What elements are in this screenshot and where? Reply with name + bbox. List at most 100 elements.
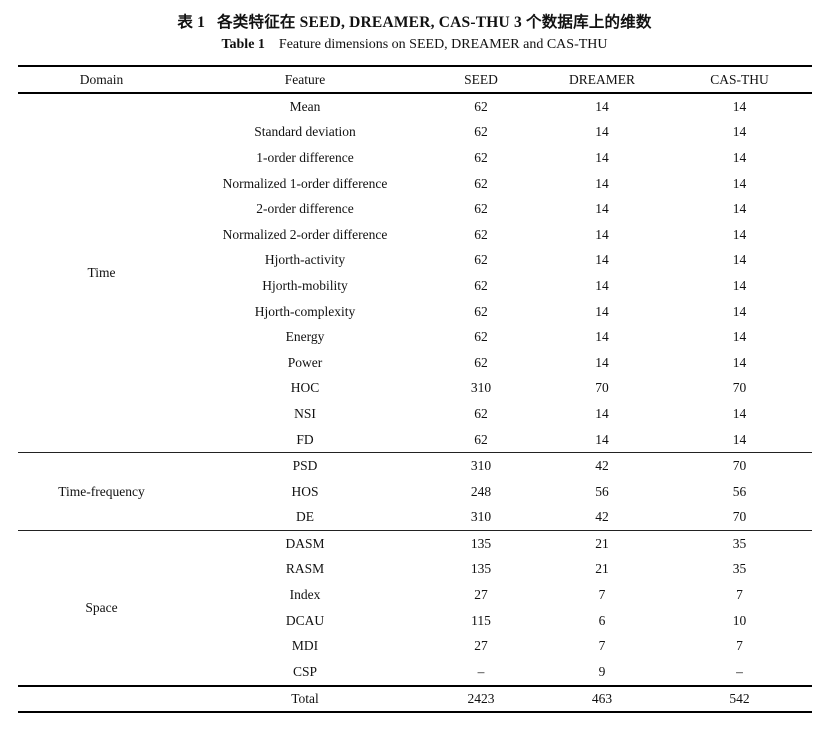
column-header-dreamer: DREAMER [568, 71, 635, 87]
value-cell: 62 [474, 175, 488, 191]
value-cell: 135 [470, 561, 492, 577]
section-rows: DASM 135 21 35 RASM 135 21 35 Index 27 7 7 DCAU 115 6 1… [185, 531, 812, 685]
value-cell: 14 [595, 329, 609, 345]
value-cell: 14 [732, 124, 747, 140]
table-row: 2-order difference 62 14 14 [185, 196, 812, 222]
value-cell: 14 [732, 277, 747, 293]
column-header-feature: Feature [284, 71, 326, 87]
value-cell: 70 [732, 458, 747, 474]
value-cell: 70 [595, 380, 609, 396]
feature-cell: DASM [285, 535, 325, 551]
value-cell: 14 [595, 252, 609, 268]
total-row: Total 2423 463 542 [18, 684, 812, 711]
feature-cell: Hjorth-complexity [254, 303, 356, 319]
table-caption-en: Table 1 Feature dimensions on SEED, DREAM… [0, 37, 829, 53]
value-cell: 14 [732, 98, 747, 114]
table-row: 1-order difference 62 14 14 [185, 145, 812, 171]
value-cell: 310 [470, 458, 492, 474]
value-cell: 14 [595, 226, 609, 242]
feature-cell: FD [296, 431, 314, 447]
value-cell: 27 [474, 587, 488, 603]
value-cell: 14 [732, 303, 747, 319]
value-cell: 14 [732, 431, 747, 447]
value-cell: 62 [474, 201, 488, 217]
table-row: Power 62 14 14 [185, 350, 812, 376]
table-row: RASM 135 21 35 [185, 557, 812, 583]
feature-cell: NSI [294, 405, 316, 421]
value-cell: 248 [470, 483, 492, 499]
value-cell: 35 [732, 535, 747, 551]
value-cell: – [736, 663, 743, 679]
value-cell: 9 [598, 663, 606, 679]
feature-cell: DCAU [285, 612, 325, 628]
total-dreamer: 463 [591, 690, 613, 706]
table-header-row: Domain Feature SEED DREAMER CAS-THU [18, 67, 812, 94]
value-cell: 42 [595, 458, 609, 474]
value-cell: 62 [474, 124, 488, 140]
table-caption-en-text: Feature dimensions on SEED, DREAMER and … [278, 37, 608, 52]
feature-cell: 1-order difference [256, 149, 354, 165]
feature-cell: PSD [292, 458, 318, 474]
value-cell: 115 [471, 612, 491, 628]
value-cell: 7 [736, 638, 743, 654]
table-row: HOC 310 70 70 [185, 376, 812, 402]
value-cell: 62 [474, 405, 488, 421]
value-cell: 14 [595, 175, 609, 191]
feature-cell: Normalized 2-order difference [222, 226, 388, 242]
value-cell: 310 [470, 509, 492, 525]
value-cell: 7 [598, 587, 606, 603]
feature-cell: 2-order difference [256, 201, 354, 217]
table-section: Time Mean 62 14 14 Standard deviation 62 14 14 1-… [18, 94, 812, 452]
value-cell: 14 [595, 277, 609, 293]
table-row: DE 310 42 70 [185, 505, 812, 531]
table-row: Hjorth-mobility 62 14 14 [185, 273, 812, 299]
table-row: FD 62 14 14 [185, 427, 812, 453]
value-cell: 14 [595, 405, 609, 421]
column-header-cas-thu: CAS-THU [710, 71, 769, 87]
feature-cell: Standard deviation [254, 124, 356, 140]
value-cell: 62 [474, 303, 488, 319]
feature-cell: Normalized 1-order difference [222, 175, 388, 191]
value-cell: 21 [595, 535, 609, 551]
value-cell: 14 [595, 303, 609, 319]
domain-cell: Time [87, 265, 116, 281]
value-cell: 310 [470, 380, 492, 396]
feature-cell: DE [296, 509, 314, 525]
table-body: Time Mean 62 14 14 Standard deviation 62 14 14 1-… [18, 94, 812, 685]
section-rows: Mean 62 14 14 Standard deviation 62 14 14 1-orde… [185, 94, 812, 452]
table-row: PSD 310 42 70 [185, 453, 812, 479]
value-cell: 14 [595, 124, 609, 140]
value-cell: 62 [474, 354, 488, 370]
value-cell: 21 [595, 561, 609, 577]
feature-dimensions-table: Domain Feature SEED DREAMER CAS-THU Time… [18, 65, 812, 713]
feature-cell: MDI [291, 638, 319, 654]
value-cell: 14 [732, 329, 747, 345]
value-cell: 14 [595, 98, 609, 114]
table-row: Standard deviation 62 14 14 [185, 120, 812, 146]
value-cell: 62 [474, 277, 488, 293]
value-cell: 14 [732, 252, 747, 268]
table-row: Hjorth-complexity 62 14 14 [185, 299, 812, 325]
feature-cell: Power [287, 354, 323, 370]
value-cell: 70 [732, 380, 747, 396]
value-cell: 70 [732, 509, 747, 525]
feature-cell: Energy [285, 329, 325, 345]
value-cell: 135 [470, 535, 492, 551]
table-row: NSI 62 14 14 [185, 401, 812, 427]
feature-cell: CSP [292, 663, 318, 679]
value-cell: 62 [474, 226, 488, 242]
table-row: CSP – 9 – [185, 659, 812, 685]
value-cell: 14 [732, 175, 747, 191]
table-row: HOS 248 56 56 [185, 479, 812, 505]
table-row: Index 27 7 7 [185, 582, 812, 608]
table-caption-zh-label: 表 1 [177, 14, 206, 31]
total-cas-thu: 542 [729, 690, 750, 706]
value-cell: 14 [732, 226, 747, 242]
value-cell: 14 [732, 354, 747, 370]
value-cell: 62 [474, 329, 488, 345]
value-cell: 14 [595, 149, 609, 165]
value-cell: – [477, 663, 485, 679]
value-cell: 56 [732, 483, 747, 499]
table-row: MDI 27 7 7 [185, 633, 812, 659]
